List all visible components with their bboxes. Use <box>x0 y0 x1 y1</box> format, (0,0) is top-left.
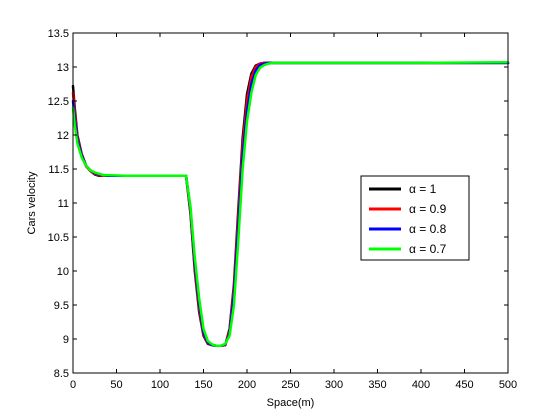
y-tick-label: 8.5 <box>54 368 69 380</box>
x-tick-label: 50 <box>110 379 122 391</box>
x-tick-label: 300 <box>325 379 343 391</box>
y-tick-label: 12.5 <box>48 96 69 108</box>
x-tick-label: 0 <box>70 379 76 391</box>
y-axis-label: Cars velocity <box>26 171 38 234</box>
y-tick-label: 11.5 <box>48 164 69 176</box>
legend-label-1: α = 1 <box>409 182 437 196</box>
x-tick-label: 350 <box>368 379 386 391</box>
y-tick-label: 12 <box>57 130 69 142</box>
series-line-4 <box>71 60 510 348</box>
x-tick-label: 500 <box>499 379 517 391</box>
y-tick-label: 9 <box>63 334 69 346</box>
x-tick-label: 100 <box>151 379 169 391</box>
y-tick-label: 9.5 <box>54 300 69 312</box>
x-tick-label: 150 <box>194 379 212 391</box>
y-tick-label: 13.5 <box>48 28 69 40</box>
y-tick-label: 10.5 <box>48 232 69 244</box>
y-tick-label: 13 <box>57 62 69 74</box>
x-tick-label: 200 <box>238 379 256 391</box>
x-tick-label: 450 <box>455 379 473 391</box>
x-axis-label: Space(m) <box>267 397 315 409</box>
legend-label-4: α = 0.7 <box>409 242 447 256</box>
axis-layer: 0 50 100 150 200 250 300 350 400 450 500 8.5 9 9.5 10 1… <box>48 28 518 391</box>
legend-label-2: α = 0.9 <box>409 202 447 216</box>
y-tick-label: 11 <box>58 198 69 210</box>
x-tick-label: 250 <box>281 379 299 391</box>
series-layer <box>71 60 510 348</box>
legend-label-3: α = 0.8 <box>409 222 447 236</box>
x-tick-label: 400 <box>412 379 430 391</box>
y-tick-label: 10 <box>57 266 69 278</box>
legend: α = 1 α = 0.9 α = 0.8 α = 0.7 <box>360 175 470 261</box>
